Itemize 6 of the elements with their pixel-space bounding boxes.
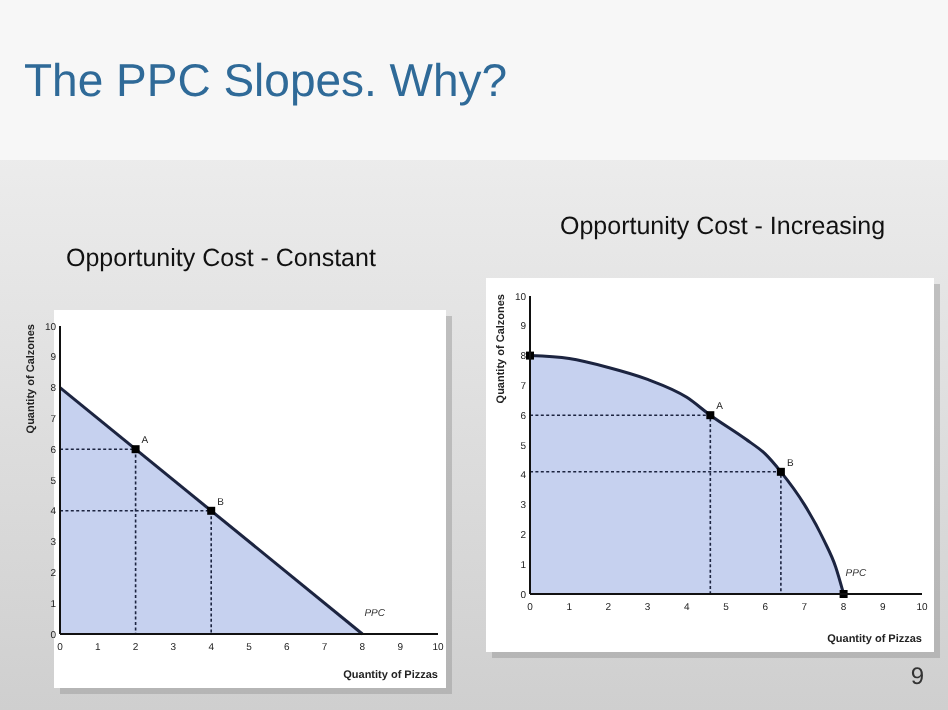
text: 9	[910, 662, 925, 690]
chart-title: Opportunity Cost - Increasing	[560, 212, 886, 240]
text: The PPC Slopes. Why?	[24, 54, 508, 106]
point	[776, 467, 785, 476]
point	[706, 411, 715, 420]
chart-title: Opportunity Cost - Constant	[66, 244, 377, 272]
